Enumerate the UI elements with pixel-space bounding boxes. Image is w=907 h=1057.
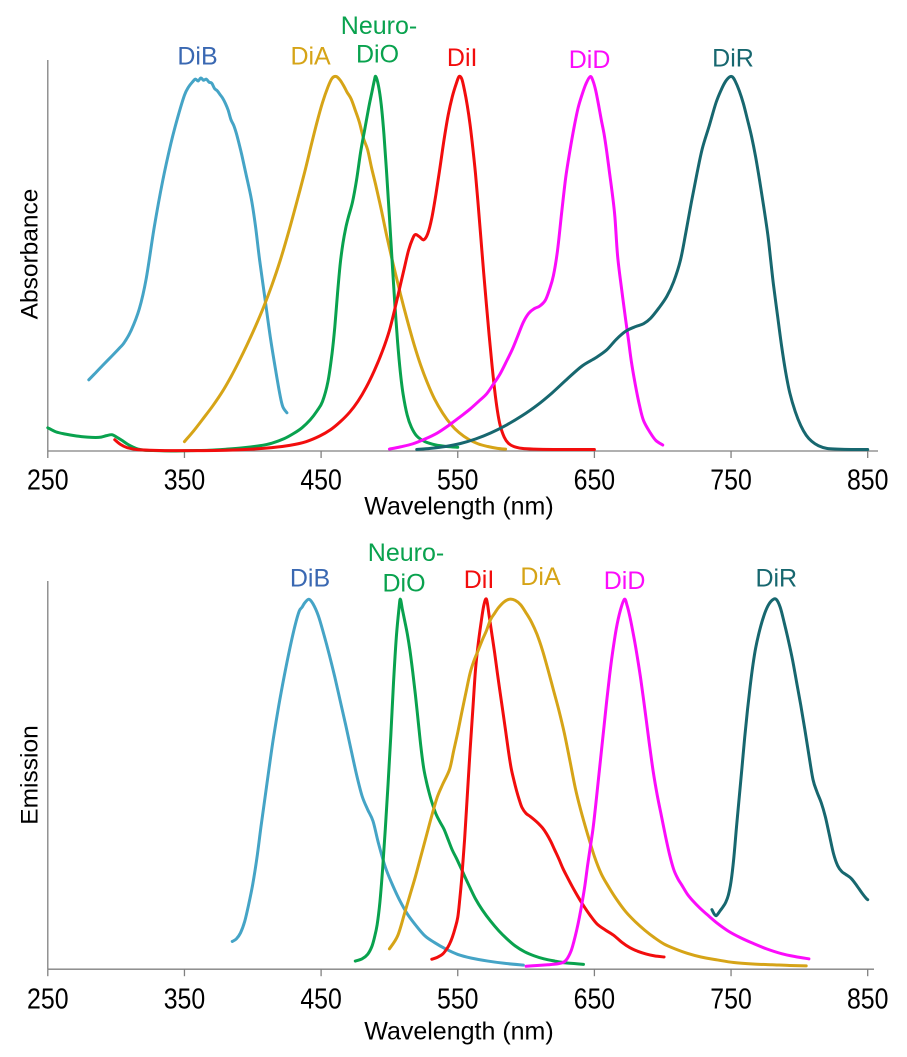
absorbance-label-did: DiD <box>569 46 611 74</box>
absorbance-label-neuro-dio-1: DiO <box>356 41 399 69</box>
absorbance-label-dir: DiR <box>712 45 754 73</box>
emission-label-did: DiD <box>604 567 646 595</box>
absorbance-label-neuro-dio-0: Neuro- <box>341 12 417 40</box>
absorbance-tick-label-350: 350 <box>164 465 206 497</box>
emission-curve-dii <box>430 597 666 961</box>
absorbance-y-axis-title: Absorbance <box>17 189 44 320</box>
emission-label-neuro-dio-0: Neuro- <box>368 539 444 567</box>
absorbance-tick-label-850: 850 <box>847 465 889 497</box>
emission-curve-dib <box>230 597 525 967</box>
emission-tick-label-450: 450 <box>300 984 342 1016</box>
absorbance-curve-dir <box>415 74 870 452</box>
absorbance-label-dia: DiA <box>290 43 331 71</box>
absorbance-tick-label-250: 250 <box>27 465 69 497</box>
emission-tick-label-250: 250 <box>27 984 69 1016</box>
emission-label-dia: DiA <box>520 563 561 591</box>
emission-tick-label-650: 650 <box>574 984 616 1016</box>
emission-label-dir: DiR <box>755 565 797 593</box>
emission-label-dii: DiI <box>464 566 495 594</box>
emission-curve-neuro-dio <box>353 597 585 966</box>
emission-label-neuro-dio-1: DiO <box>382 570 425 598</box>
emission-tick-label-550: 550 <box>437 984 479 1016</box>
absorbance-label-dii: DiI <box>447 44 478 72</box>
absorbance-label-dib: DiB <box>177 43 217 71</box>
emission-curve-dia <box>387 597 808 968</box>
emission-tick-label-850: 850 <box>847 984 889 1016</box>
absorbance-tick-label-450: 450 <box>300 465 342 497</box>
absorbance-curve-dii <box>113 74 596 453</box>
emission-label-dib: DiB <box>290 565 330 593</box>
emission-curve-dir <box>710 597 870 918</box>
absorbance-curve-dib <box>87 76 289 415</box>
emission-tick-label-750: 750 <box>710 984 752 1016</box>
absorbance-curve-dia <box>182 74 508 451</box>
absorbance-curve-did <box>387 74 665 451</box>
absorbance-curve-neuro-dio <box>46 74 460 453</box>
absorbance-tick-label-550: 550 <box>437 465 479 497</box>
absorbance-tick-label-650: 650 <box>574 465 616 497</box>
absorbance-tick-label-750: 750 <box>710 465 752 497</box>
emission-tick-label-350: 350 <box>164 984 206 1016</box>
emission-x-axis-title: Wavelength (nm) <box>364 1018 553 1046</box>
absorbance-x-axis-title: Wavelength (nm) <box>364 493 553 521</box>
emission-y-axis-title: Emission <box>17 725 44 824</box>
emission-curve-did <box>524 597 811 968</box>
